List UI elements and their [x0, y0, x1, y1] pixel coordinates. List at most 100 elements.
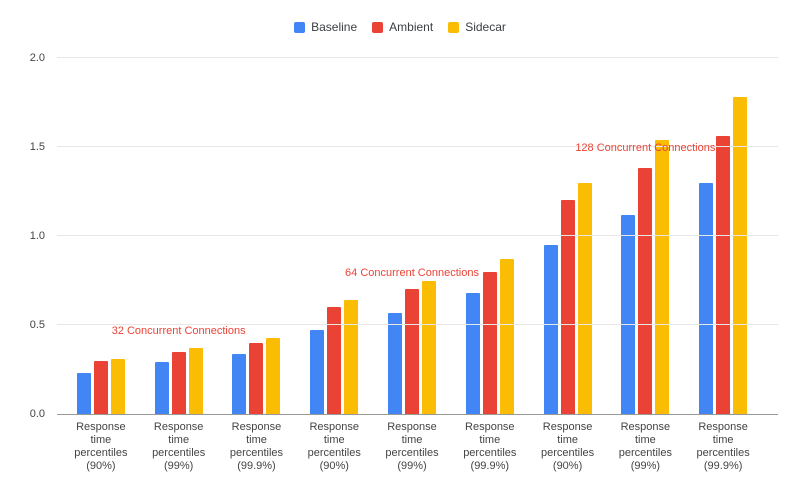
x-axis-label-line: (99.9%): [237, 460, 276, 472]
x-axis-label-line: time: [401, 434, 423, 446]
x-axis-label-line: percentiles: [152, 447, 206, 459]
x-axis-label-line: Response: [153, 421, 204, 433]
x-axis-label-line: Response: [698, 421, 748, 433]
y-tick-label: 0.0: [29, 408, 45, 420]
bar-baseline-group5[interactable]: [388, 312, 403, 414]
x-axis-label-group-2: Response time percentiles (99%): [140, 421, 218, 473]
bar-baseline-group8[interactable]: [621, 214, 636, 414]
x-axis-label-line: time: [168, 434, 190, 446]
x-axis-label-line: time: [557, 434, 578, 446]
bar-baseline-group6[interactable]: [465, 293, 480, 414]
x-axis-label-line: (90%): [319, 460, 349, 472]
legend-item-sidecar[interactable]: Sidecar: [448, 20, 506, 34]
x-axis-label-line: (99.9%): [703, 460, 743, 472]
bar-group-2: [140, 58, 218, 414]
x-axis-label-group-1: Response time percentiles (90%): [62, 421, 140, 473]
plot-area: 32 Concurrent Connections 64 Concurrent C…: [57, 57, 778, 415]
bar-baseline-group2[interactable]: [154, 362, 169, 414]
x-axis: Response time percentiles (90%) Response time…: [62, 421, 762, 473]
bar-ambient-group9[interactable]: [716, 136, 731, 414]
x-axis-label-group-7: Response time percentiles (90%): [529, 421, 607, 473]
bar-group-5: [373, 58, 451, 414]
bar-baseline-group7[interactable]: [543, 244, 558, 414]
x-axis-label-line: (99%): [164, 460, 194, 472]
bar-group-4: [295, 58, 373, 414]
legend-item-baseline[interactable]: Baseline: [294, 20, 357, 34]
x-axis-label-line: Response: [309, 421, 359, 433]
x-axis-label-line: time: [634, 434, 656, 446]
bar-sidecar-group8[interactable]: [655, 139, 670, 414]
bar-baseline-group1[interactable]: [76, 373, 91, 414]
x-axis-label-line: percentiles: [385, 447, 439, 459]
bar-ambient-group6[interactable]: [482, 271, 497, 414]
x-axis-label-line: Response: [387, 421, 437, 433]
bar-sidecar-group7[interactable]: [577, 182, 592, 414]
legend-swatch-icon: [448, 21, 460, 33]
bar-sidecar-group1[interactable]: [110, 358, 125, 414]
x-axis-label-line: Response: [76, 421, 126, 433]
bar-group-9: [684, 58, 762, 414]
x-axis-label-line: (90%): [552, 460, 583, 472]
x-axis-label-group-6: Response time percentiles (99.9%): [451, 421, 529, 473]
y-tick-label: 2.0: [29, 52, 45, 64]
y-tick-label: 1.0: [29, 230, 45, 242]
x-axis-label-line: time: [323, 434, 345, 446]
bar-group-3: [218, 58, 296, 414]
legend-label: Ambient: [389, 20, 434, 34]
bar-sidecar-group5[interactable]: [422, 280, 437, 414]
x-axis-label-line: percentiles: [229, 447, 284, 459]
annotation-64-concurrent-connections: 64 Concurrent Connections: [345, 266, 479, 279]
x-axis-label-line: Response: [465, 421, 515, 433]
legend-item-ambient[interactable]: Ambient: [372, 20, 433, 34]
legend: Baseline Ambient Sidecar: [0, 20, 800, 34]
bar-sidecar-group4[interactable]: [344, 300, 359, 414]
y-axis: 0.0 0.5 1.0 1.5 2.0: [0, 52, 45, 420]
x-axis-label-group-9: Response time percentiles (99.9%): [684, 421, 762, 473]
bar-ambient-group8[interactable]: [638, 168, 653, 414]
bar-groups: [62, 58, 762, 414]
x-axis-label-line: Response: [231, 421, 282, 433]
x-axis-label-line: time: [712, 434, 734, 446]
x-axis-label-line: time: [90, 434, 112, 446]
bar-ambient-group7[interactable]: [560, 200, 575, 414]
x-axis-label-line: time: [246, 434, 267, 446]
bar-group-1: [62, 58, 140, 414]
bar-ambient-group1[interactable]: [93, 360, 108, 414]
legend-label: Baseline: [311, 20, 358, 34]
gridline: [57, 146, 778, 147]
x-axis-label-line: (90%): [86, 460, 116, 472]
x-axis-label-line: (99.9%): [470, 460, 510, 472]
gridline: [57, 324, 778, 325]
legend-swatch-icon: [372, 21, 384, 33]
annotation-32-concurrent-connections: 32 Concurrent Connections: [111, 325, 246, 338]
y-tick-label: 0.5: [29, 319, 45, 331]
bar-ambient-group5[interactable]: [405, 289, 420, 414]
x-axis-label-line: percentiles: [696, 447, 750, 459]
bar-baseline-group9[interactable]: [699, 182, 714, 414]
x-axis-label-group-4: Response time percentiles (90%): [295, 421, 373, 473]
bar-ambient-group2[interactable]: [171, 351, 186, 414]
x-axis-label-line: percentiles: [307, 447, 361, 459]
legend-swatch-icon: [294, 21, 306, 33]
x-axis-label-line: percentiles: [74, 447, 128, 459]
bar-sidecar-group9[interactable]: [733, 97, 748, 414]
gridline: [57, 235, 778, 236]
bar-sidecar-group2[interactable]: [188, 348, 203, 414]
x-axis-label-group-3: Response time percentiles (99.9%): [218, 421, 296, 473]
bar-sidecar-group3[interactable]: [266, 337, 281, 414]
bar-baseline-group4[interactable]: [310, 330, 325, 414]
bar-baseline-group3[interactable]: [232, 353, 247, 414]
bar-ambient-group3[interactable]: [249, 342, 264, 414]
x-axis-label-line: percentiles: [540, 447, 595, 459]
y-tick-label: 1.5: [29, 141, 45, 153]
x-axis-label-group-5: Response time percentiles (99%): [373, 421, 451, 473]
x-axis-label-line: Response: [620, 421, 671, 433]
gridline: [57, 57, 778, 58]
bar-ambient-group4[interactable]: [327, 307, 342, 414]
bar-sidecar-group6[interactable]: [499, 259, 514, 414]
x-axis-label-group-8: Response time percentiles (99%): [606, 421, 684, 473]
x-axis-label-line: percentiles: [618, 447, 672, 459]
x-axis-label-line: time: [479, 434, 501, 446]
x-axis-label-line: percentiles: [463, 447, 517, 459]
